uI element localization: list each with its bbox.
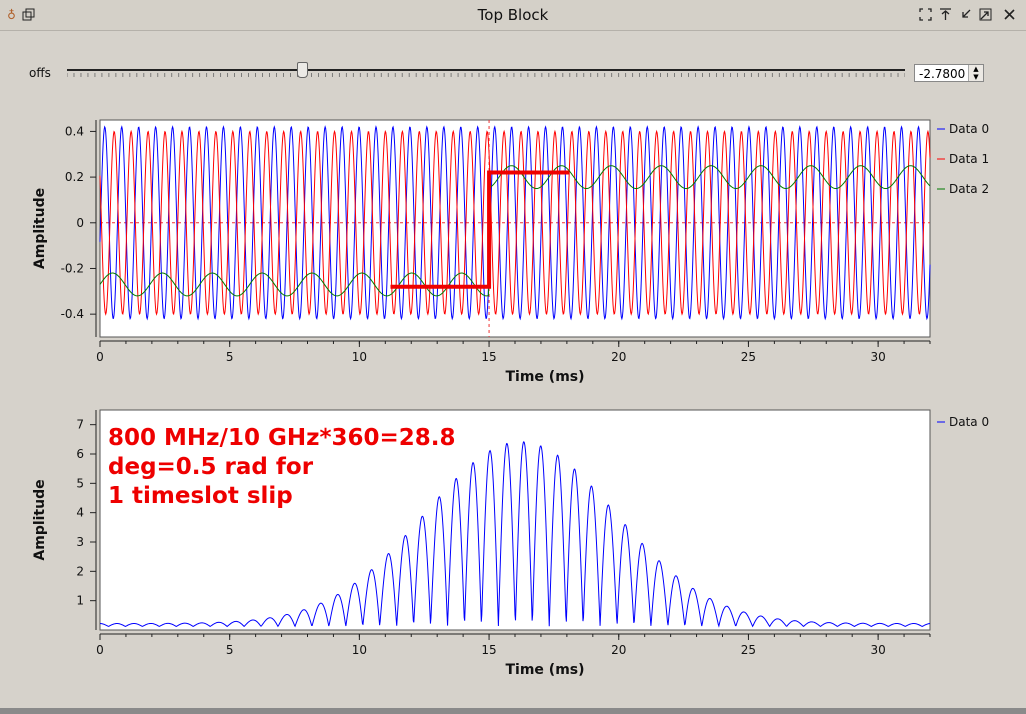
offs-slider-track[interactable]	[67, 69, 905, 71]
y-tick-label: 0.2	[65, 170, 84, 184]
x-tick-label: 20	[611, 350, 626, 364]
y-tick-label: 5	[76, 476, 84, 490]
close-icon[interactable]	[1002, 7, 1017, 22]
annotation-line: 800 MHz/10 GHz*360=28.8	[108, 425, 456, 451]
x-axis-label: Time (ms)	[505, 662, 584, 678]
x-axis-label: Time (ms)	[505, 369, 584, 385]
legend-label[interactable]: Data 0	[949, 415, 989, 429]
plot-area	[99, 119, 931, 338]
legend-label[interactable]: Data 2	[949, 182, 989, 196]
app-icon[interactable]: ♁	[7, 7, 16, 22]
annotation-line: 1 timeslot slip	[108, 483, 293, 509]
series-data-2	[99, 165, 931, 297]
y-tick-label: 0	[76, 216, 84, 230]
legend-label[interactable]: Data 1	[949, 152, 989, 166]
y-axis-label: Amplitude	[32, 188, 48, 269]
offs-slider-row: offs -2.7800 ▲ ▼	[0, 56, 1026, 88]
y-tick-label: 1	[76, 594, 84, 608]
title-bar: ♁ Top Block	[0, 0, 1026, 31]
x-tick-label: 0	[96, 350, 104, 364]
annotation-line: deg=0.5 rad for	[108, 454, 314, 480]
x-tick-label: 20	[611, 643, 626, 657]
minimize-icon[interactable]	[958, 7, 973, 22]
window-title: Top Block	[477, 6, 549, 24]
series-data-1	[99, 129, 931, 316]
x-tick-label: 25	[741, 643, 756, 657]
x-tick-label: 25	[741, 350, 756, 364]
x-tick-label: 15	[481, 643, 496, 657]
y-axis-label: Amplitude	[32, 479, 48, 560]
spin-arrows-icon[interactable]: ▲ ▼	[968, 65, 983, 81]
y-tick-label: 6	[76, 447, 84, 461]
series-data-0	[99, 440, 931, 628]
y-tick-label: 4	[76, 506, 84, 520]
restore-icon[interactable]	[21, 7, 36, 22]
plot-area	[99, 409, 931, 631]
y-tick-label: 3	[76, 535, 84, 549]
offs-slider-handle[interactable]	[296, 62, 308, 78]
x-tick-label: 5	[226, 350, 234, 364]
y-tick-label: -0.2	[61, 261, 84, 275]
y-tick-label: 7	[76, 418, 84, 432]
bottom-border	[0, 708, 1026, 714]
x-tick-label: 15	[481, 350, 496, 364]
time-plot-top: 0.4 0.2 0 -0.2 -0.4 0 5 10 15 20 25 30 Time (ms) Ampl…	[32, 119, 989, 385]
slider-label: offs	[29, 66, 51, 80]
x-tick-label: 0	[96, 643, 104, 657]
keep-above-icon[interactable]	[938, 7, 953, 22]
offs-spinbox[interactable]: -2.7800 ▲ ▼	[914, 64, 984, 82]
y-tick-label: 0.4	[65, 124, 84, 138]
offs-value: -2.7800	[919, 67, 966, 81]
slider-ticks	[67, 73, 905, 77]
x-tick-label: 5	[226, 643, 234, 657]
x-tick-label: 10	[352, 350, 367, 364]
series-data-0	[99, 125, 931, 321]
x-tick-label: 30	[870, 643, 885, 657]
fullscreen-icon[interactable]	[918, 7, 933, 22]
x-tick-label: 10	[352, 643, 367, 657]
legend-label[interactable]: Data 0	[949, 122, 989, 136]
x-tick-label: 30	[870, 350, 885, 364]
phase-step-marker	[390, 170, 570, 289]
y-tick-label: -0.4	[61, 307, 84, 321]
maximize-icon[interactable]	[978, 7, 993, 22]
y-tick-label: 2	[76, 564, 84, 578]
